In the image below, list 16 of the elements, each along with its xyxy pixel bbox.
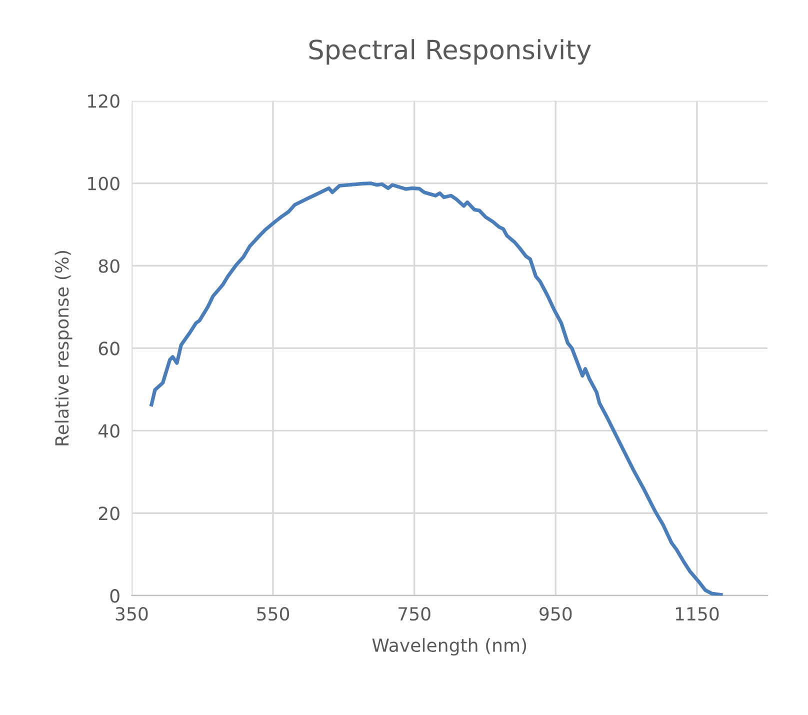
y-tick-label: 0 [110,589,120,603]
y-tick-label: 80 [98,259,120,273]
x-tick-label: 350 [116,607,148,621]
y-axis-title: Relative response (%) [54,250,72,446]
x-tick-label: 1150 [676,607,719,621]
y-tick-label: 40 [98,424,120,438]
x-tick-label: 950 [540,607,572,621]
x-tick-label: 750 [398,607,430,621]
chart-title: Spectral Responsivity [309,39,591,65]
y-tick-label: 120 [88,94,120,108]
line-series [150,181,723,596]
y-tick-label: 20 [98,506,120,520]
y-tick-label: 100 [88,176,120,190]
x-tick-label: 550 [257,607,290,621]
x-axis-title: Wavelength (nm) [372,638,526,656]
y-tick-label: 60 [98,342,120,356]
